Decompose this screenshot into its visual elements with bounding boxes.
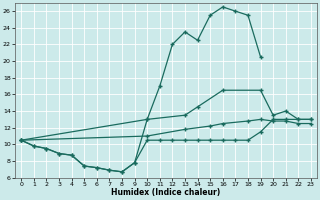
X-axis label: Humidex (Indice chaleur): Humidex (Indice chaleur) <box>111 188 221 197</box>
